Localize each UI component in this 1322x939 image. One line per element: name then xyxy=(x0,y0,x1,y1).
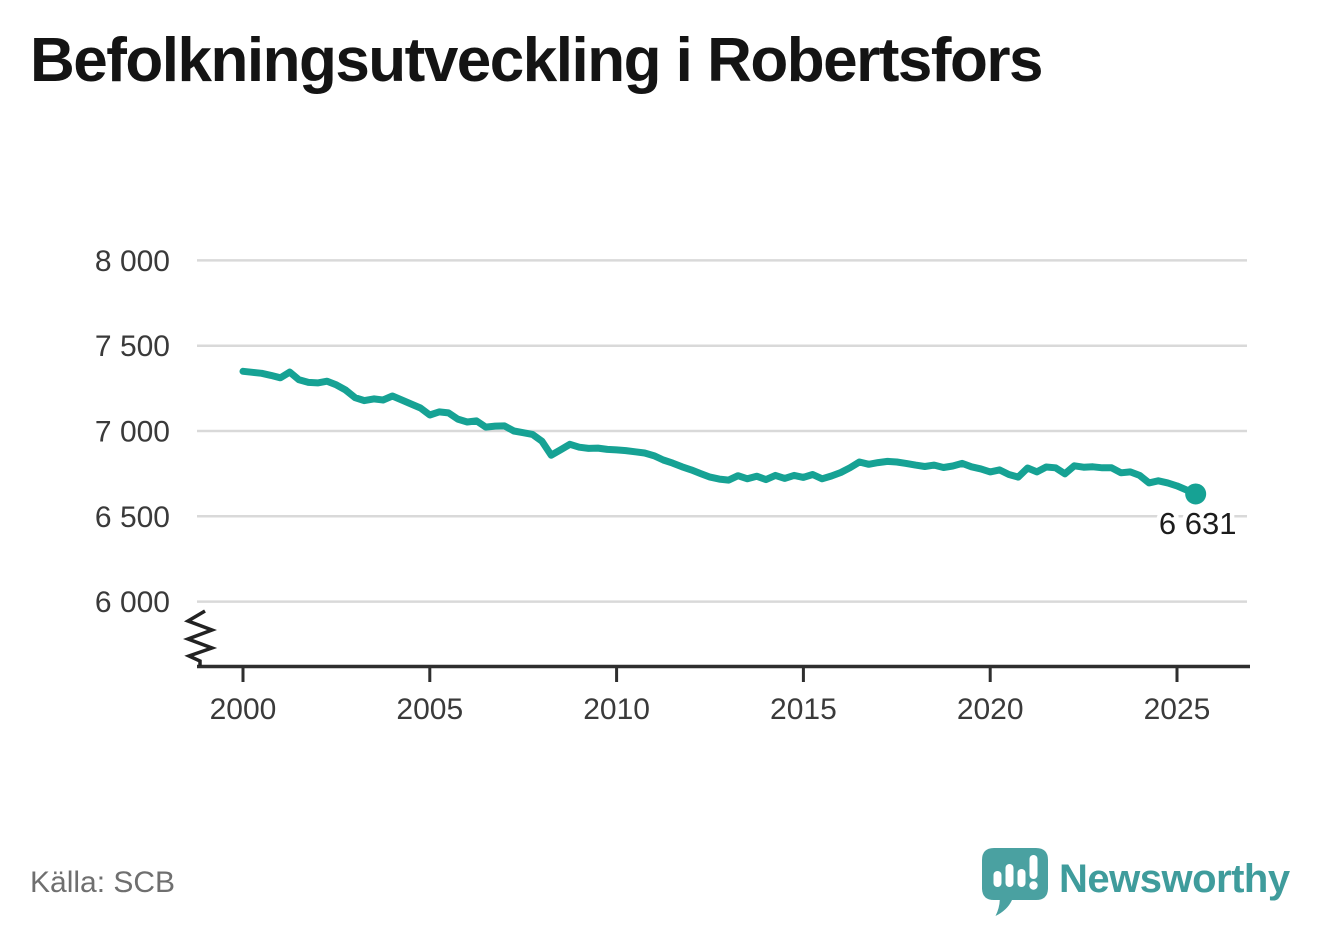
y-tick-label: 7 500 xyxy=(95,330,170,363)
x-axis-labels: 2000 2005 2010 2015 2020 2025 xyxy=(210,693,1211,726)
newsworthy-logo: Newsworthy xyxy=(982,848,1302,920)
latest-value-label: 6 631 xyxy=(1159,506,1237,541)
x-tick-label: 2005 xyxy=(396,693,463,726)
population-line xyxy=(239,367,1200,498)
x-tick-label: 2010 xyxy=(583,693,650,726)
y-tick-label: 8 000 xyxy=(95,245,170,278)
x-tick-label: 2015 xyxy=(770,693,837,726)
newsworthy-bubble-icon xyxy=(982,848,1048,916)
x-tick-label: 2000 xyxy=(210,693,277,726)
y-tick-label: 6 000 xyxy=(95,586,170,619)
source-note: Källa: SCB xyxy=(30,866,176,899)
x-axis-ticks xyxy=(241,666,1179,682)
x-tick-label: 2025 xyxy=(1144,693,1211,726)
y-axis-labels: 8 000 7 500 7 000 6 500 6 000 xyxy=(95,245,170,619)
axis-break-zigzag xyxy=(183,609,218,666)
y-tick-label: 7 000 xyxy=(95,416,170,449)
gridlines xyxy=(197,259,1247,603)
newsworthy-wordmark: Newsworthy xyxy=(1059,857,1290,901)
x-tick-label: 2020 xyxy=(957,693,1024,726)
chart-title: Befolkningsutveckling i Robertsfors xyxy=(30,26,1044,95)
latest-value-dot xyxy=(1185,483,1207,505)
y-tick-label: 6 500 xyxy=(95,501,170,534)
